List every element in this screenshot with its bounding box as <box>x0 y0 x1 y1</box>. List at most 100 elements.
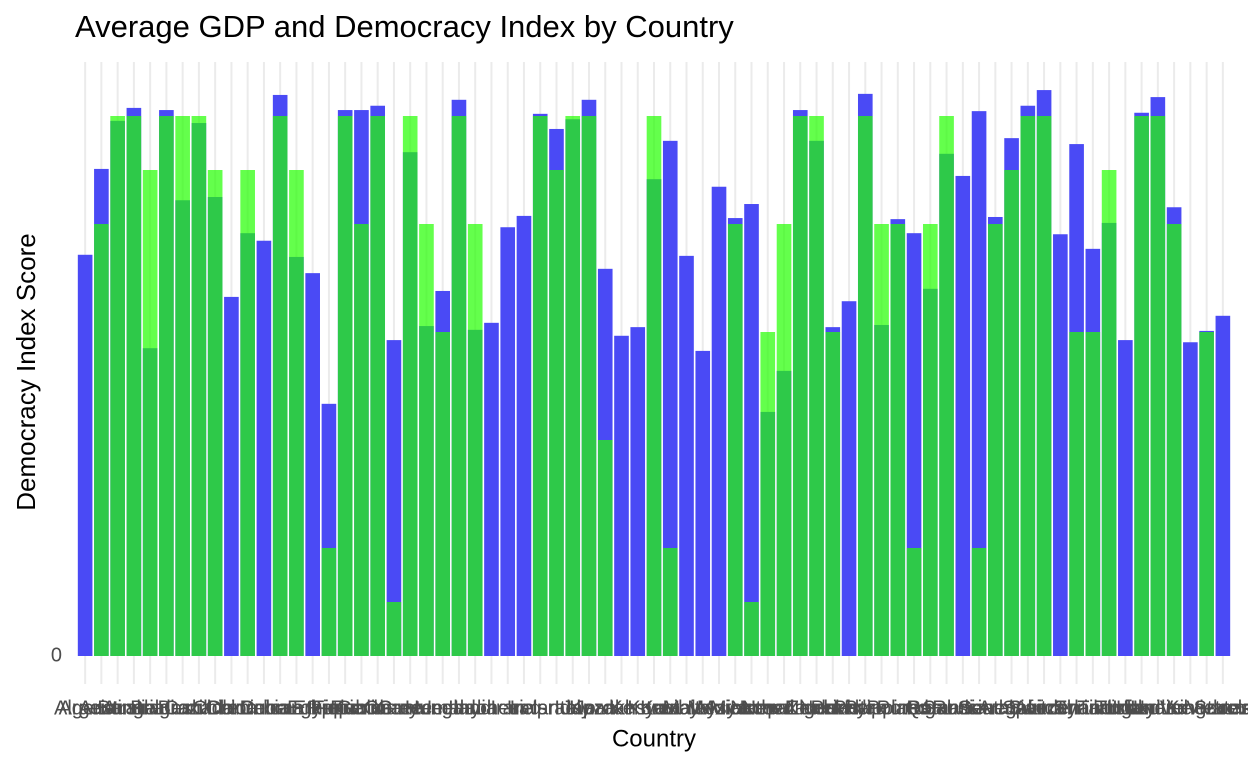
bar <box>890 224 906 656</box>
x-tick-label: United Kingdom <box>1103 697 1245 719</box>
x-tick-label: Kazakhstan <box>569 697 674 719</box>
bar <box>776 224 792 656</box>
x-tick-label: Kenya <box>609 697 667 719</box>
bar <box>1183 342 1198 656</box>
bar <box>337 116 353 656</box>
x-tick-label: Syria <box>1054 697 1100 719</box>
x-tick-label: Italy <box>554 697 591 719</box>
x-tick-label: Belgium <box>130 697 202 719</box>
x-tick-label: Colombia <box>205 697 290 719</box>
bar <box>630 327 646 656</box>
x-tick-label: Dominican Republic <box>207 697 385 719</box>
x-tick-label: Indonesia <box>448 697 536 719</box>
x-tick-label: Iraq <box>507 697 541 719</box>
x-tick-label: Vietnam <box>1186 697 1248 719</box>
x-tick-label: Turkey <box>1095 697 1155 719</box>
x-tick-label: Egypt <box>287 697 339 719</box>
bar <box>971 111 987 656</box>
x-tick-label: Philippines <box>833 697 930 719</box>
bar <box>874 224 889 656</box>
x-tick-label: Tunisia <box>1077 697 1142 719</box>
x-tick-label: Netherlands <box>730 697 838 719</box>
x-tick-label: Algeria <box>54 697 117 719</box>
bar <box>760 332 776 656</box>
bar <box>126 116 142 656</box>
bar <box>906 548 922 656</box>
bar <box>1020 116 1036 656</box>
bar <box>955 175 971 656</box>
bar <box>516 215 532 656</box>
bar <box>549 170 564 656</box>
bar <box>971 548 987 656</box>
x-tick-label: Sweden <box>1008 697 1080 719</box>
y-axis-label: Democracy Index Score <box>11 233 41 510</box>
bar <box>321 548 337 656</box>
x-tick-label: Thailand <box>1054 697 1131 719</box>
x-tick-label: Kuwait <box>640 697 700 719</box>
bar <box>175 116 190 656</box>
bar <box>809 116 824 656</box>
x-tick-label: Nepal <box>742 697 794 719</box>
bar <box>354 224 369 656</box>
x-tick-label: Qatar <box>905 697 955 719</box>
bar <box>435 332 451 656</box>
x-tick-label: Norway <box>799 697 867 719</box>
x-tick-label: Nigeria <box>785 697 849 719</box>
bar <box>467 224 483 656</box>
bar <box>500 227 516 657</box>
x-tick-label: Spain <box>1002 697 1053 719</box>
x-tick-label: Japan <box>562 697 617 719</box>
bar <box>1134 116 1149 656</box>
bar <box>272 116 288 656</box>
bar <box>159 116 174 656</box>
x-tick-label: Ethiopia <box>293 697 366 719</box>
bar <box>191 116 207 656</box>
x-tick-label: Russia <box>932 697 994 719</box>
x-tick-label: China <box>205 697 258 719</box>
bar <box>1150 116 1166 656</box>
x-tick-label: Venezuela <box>1160 697 1248 719</box>
bar <box>1069 332 1084 656</box>
bar <box>1118 340 1133 656</box>
bar <box>581 116 597 656</box>
bar <box>857 116 873 656</box>
bar <box>1053 234 1068 656</box>
x-tick-label: Ireland <box>510 697 571 719</box>
x-tick-label: Iceland <box>427 697 492 719</box>
bar <box>256 240 272 657</box>
x-tick-label: South Africa <box>958 697 1067 719</box>
x-tick-label: Canada <box>164 697 235 719</box>
x-tick-label: Peru <box>844 697 886 719</box>
x-tick-label: Morocco <box>697 697 774 719</box>
bar <box>727 224 743 656</box>
x-tick-label: Australia <box>79 697 158 719</box>
bar <box>110 116 125 656</box>
x-tick-label: India <box>454 697 498 719</box>
x-tick-label: Romania <box>907 697 988 719</box>
x-tick-label: Jordan <box>575 697 636 719</box>
x-tick-label: Chile <box>192 697 238 719</box>
x-tick-label: Germany <box>337 697 419 719</box>
bar <box>1166 224 1182 656</box>
bar <box>370 116 386 656</box>
bar <box>1036 116 1052 656</box>
bar <box>142 170 158 656</box>
x-tick-label: Pakistan <box>811 697 888 719</box>
bar <box>94 224 109 656</box>
x-tick-label: Bangladesh <box>97 697 203 719</box>
x-tick-label: Senegal <box>959 697 1032 719</box>
bar <box>402 116 418 656</box>
bar <box>305 273 320 656</box>
bar <box>1199 332 1214 656</box>
bar <box>224 296 239 656</box>
bar <box>744 602 759 656</box>
x-tick-label: Libya <box>663 697 712 719</box>
y-tick-label: 0 <box>51 644 62 666</box>
x-tick-label: Hungary <box>405 697 481 719</box>
bar <box>744 204 759 656</box>
bar <box>597 440 613 656</box>
x-tick-label: United States <box>1130 697 1248 719</box>
bar <box>451 116 467 656</box>
bar <box>77 254 93 656</box>
